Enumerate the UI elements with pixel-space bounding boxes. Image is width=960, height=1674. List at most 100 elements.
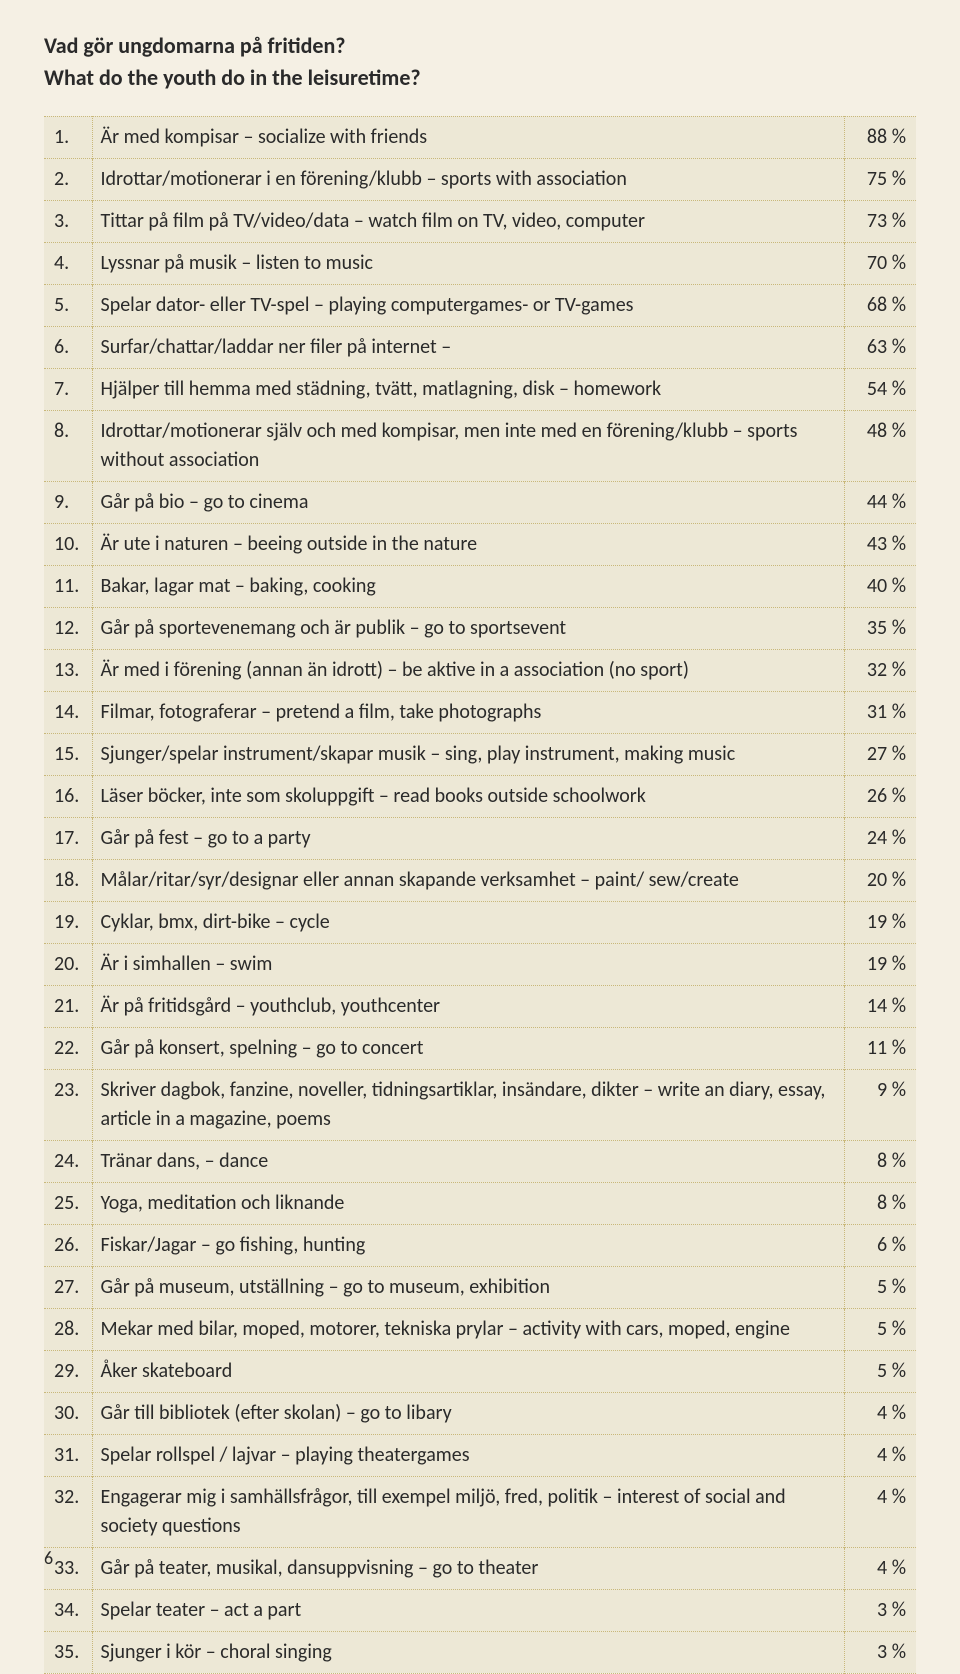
row-number: 2.	[44, 158, 92, 200]
table-row: 10.Är ute i naturen – beeing outside in …	[44, 523, 916, 565]
table-row: 4.Lyssnar på musik – listen to music70 %	[44, 242, 916, 284]
row-percent: 75 %	[844, 158, 916, 200]
row-description: Surfar/chattar/laddar ner filer på inter…	[92, 326, 844, 368]
row-percent: 5 %	[844, 1266, 916, 1308]
row-percent: 63 %	[844, 326, 916, 368]
row-percent: 4 %	[844, 1392, 916, 1434]
row-description: Fiskar/Jagar – go fishing, hunting	[92, 1224, 844, 1266]
table-row: 14.Filmar, fotograferar – pretend a film…	[44, 691, 916, 733]
row-percent: 3 %	[844, 1589, 916, 1631]
row-description: Spelar rollspel / lajvar – playing theat…	[92, 1434, 844, 1476]
row-number: 19.	[44, 901, 92, 943]
row-percent: 14 %	[844, 985, 916, 1027]
row-percent: 70 %	[844, 242, 916, 284]
row-percent: 20 %	[844, 859, 916, 901]
row-description: Mekar med bilar, moped, motorer, teknisk…	[92, 1308, 844, 1350]
row-number: 34.	[44, 1589, 92, 1631]
row-description: Är ute i naturen – beeing outside in the…	[92, 523, 844, 565]
row-number: 10.	[44, 523, 92, 565]
row-number: 35.	[44, 1631, 92, 1673]
row-description: Går på konsert, spelning – go to concert	[92, 1027, 844, 1069]
row-description: Idrottar/motionerar själv och med kompis…	[92, 410, 844, 481]
table-row: 35.Sjunger i kör – choral singing3 %	[44, 1631, 916, 1673]
row-percent: 4 %	[844, 1547, 916, 1589]
row-description: Lyssnar på musik – listen to music	[92, 242, 844, 284]
row-percent: 27 %	[844, 733, 916, 775]
row-description: Går till bibliotek (efter skolan) – go t…	[92, 1392, 844, 1434]
table-row: 13.Är med i förening (annan än idrott) –…	[44, 649, 916, 691]
table-row: 33.Går på teater, musikal, dansuppvisnin…	[44, 1547, 916, 1589]
row-number: 12.	[44, 607, 92, 649]
row-number: 25.	[44, 1182, 92, 1224]
row-percent: 4 %	[844, 1434, 916, 1476]
row-description: Går på bio – go to cinema	[92, 481, 844, 523]
row-percent: 32 %	[844, 649, 916, 691]
row-number: 28.	[44, 1308, 92, 1350]
table-row: 17.Går på fest – go to a party24 %	[44, 817, 916, 859]
row-number: 1.	[44, 116, 92, 158]
row-description: Sjunger i kör – choral singing	[92, 1631, 844, 1673]
row-percent: 88 %	[844, 116, 916, 158]
row-description: Målar/ritar/syr/designar eller annan ska…	[92, 859, 844, 901]
row-percent: 31 %	[844, 691, 916, 733]
table-row: 21.Är på fritidsgård – youthclub, youthc…	[44, 985, 916, 1027]
row-description: Skriver dagbok, fanzine, noveller, tidni…	[92, 1069, 844, 1140]
row-number: 30.	[44, 1392, 92, 1434]
row-percent: 26 %	[844, 775, 916, 817]
table-row: 7.Hjälper till hemma med städning, tvätt…	[44, 368, 916, 410]
table-row: 24.Tränar dans, – dance8 %	[44, 1140, 916, 1182]
row-number: 4.	[44, 242, 92, 284]
table-row: 1.Är med kompisar – socialize with frien…	[44, 116, 916, 158]
table-row: 3.Tittar på film på TV/video/data – watc…	[44, 200, 916, 242]
table-row: 6.Surfar/chattar/laddar ner filer på int…	[44, 326, 916, 368]
row-number: 13.	[44, 649, 92, 691]
row-description: Åker skateboard	[92, 1350, 844, 1392]
table-row: 30.Går till bibliotek (efter skolan) – g…	[44, 1392, 916, 1434]
row-description: Bakar, lagar mat – baking, cooking	[92, 565, 844, 607]
row-number: 5.	[44, 284, 92, 326]
row-percent: 11 %	[844, 1027, 916, 1069]
title-line2: What do the youth do in the leisuretime?	[44, 62, 916, 94]
row-number: 26.	[44, 1224, 92, 1266]
row-percent: 48 %	[844, 410, 916, 481]
row-number: 11.	[44, 565, 92, 607]
row-number: 16.	[44, 775, 92, 817]
row-description: Cyklar, bmx, dirt-bike – cycle	[92, 901, 844, 943]
table-row: 8.Idrottar/motionerar själv och med komp…	[44, 410, 916, 481]
row-percent: 8 %	[844, 1140, 916, 1182]
table-row: 18.Målar/ritar/syr/designar eller annan …	[44, 859, 916, 901]
row-description: Filmar, fotograferar – pretend a film, t…	[92, 691, 844, 733]
row-description: Spelar teater – act a part	[92, 1589, 844, 1631]
row-number: 7.	[44, 368, 92, 410]
row-percent: 19 %	[844, 943, 916, 985]
row-percent: 9 %	[844, 1069, 916, 1140]
row-description: Yoga, meditation och liknande	[92, 1182, 844, 1224]
row-percent: 5 %	[844, 1350, 916, 1392]
table-row: 25.Yoga, meditation och liknande8 %	[44, 1182, 916, 1224]
row-description: Går på teater, musikal, dansuppvisning –…	[92, 1547, 844, 1589]
row-number: 17.	[44, 817, 92, 859]
row-number: 23.	[44, 1069, 92, 1140]
row-percent: 43 %	[844, 523, 916, 565]
row-percent: 73 %	[844, 200, 916, 242]
table-row: 28.Mekar med bilar, moped, motorer, tekn…	[44, 1308, 916, 1350]
row-percent: 54 %	[844, 368, 916, 410]
page-title: Vad gör ungdomarna på fritiden? What do …	[44, 30, 916, 94]
row-percent: 4 %	[844, 1476, 916, 1547]
row-number: 22.	[44, 1027, 92, 1069]
row-number: 20.	[44, 943, 92, 985]
table-row: 34.Spelar teater – act a part3 %	[44, 1589, 916, 1631]
row-description: Tränar dans, – dance	[92, 1140, 844, 1182]
row-percent: 68 %	[844, 284, 916, 326]
row-percent: 40 %	[844, 565, 916, 607]
table-row: 29.Åker skateboard5 %	[44, 1350, 916, 1392]
row-number: 31.	[44, 1434, 92, 1476]
table-row: 9.Går på bio – go to cinema44 %	[44, 481, 916, 523]
row-description: Är på fritidsgård – youthclub, youthcent…	[92, 985, 844, 1027]
table-row: 20.Är i simhallen – swim19 %	[44, 943, 916, 985]
title-line1: Vad gör ungdomarna på fritiden?	[44, 30, 916, 62]
table-row: 16.Läser böcker, inte som skoluppgift – …	[44, 775, 916, 817]
row-description: Idrottar/motionerar i en förening/klubb …	[92, 158, 844, 200]
table-row: 2.Idrottar/motionerar i en förening/klub…	[44, 158, 916, 200]
row-percent: 3 %	[844, 1631, 916, 1673]
